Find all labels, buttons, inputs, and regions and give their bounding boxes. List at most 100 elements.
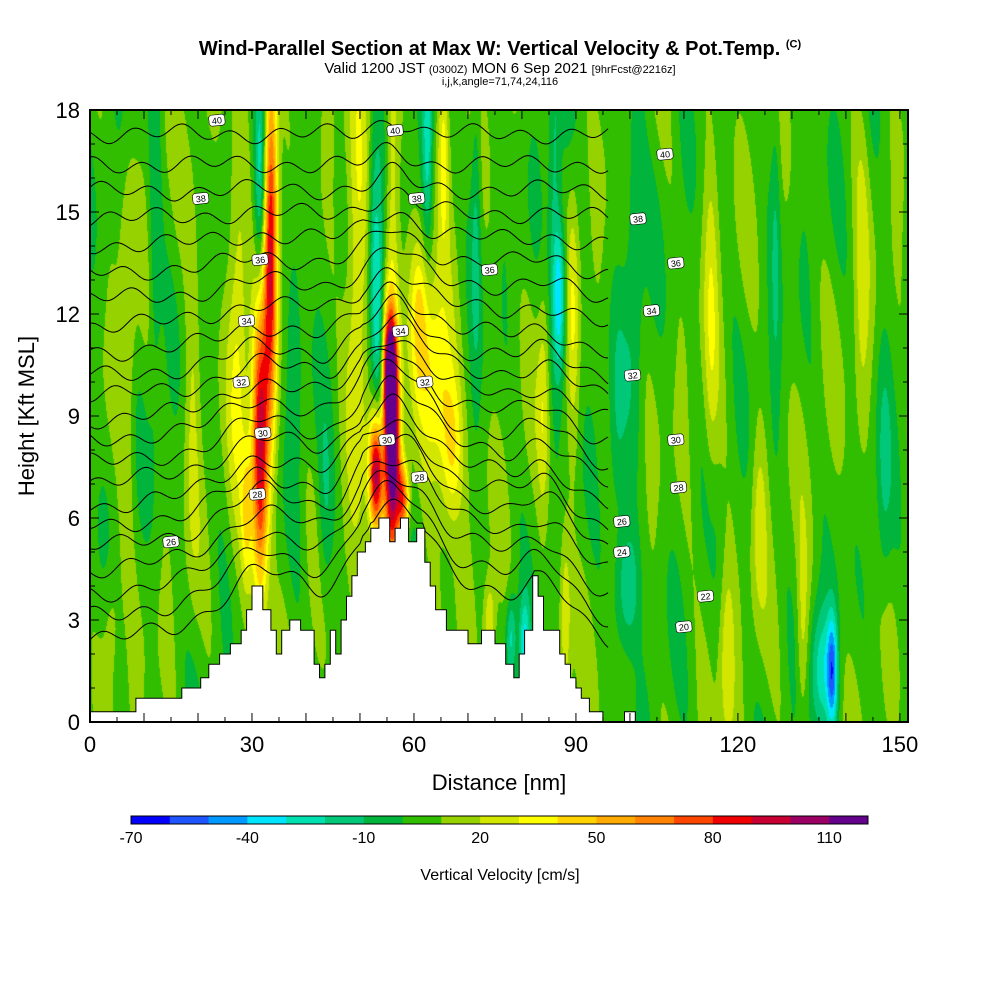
contour-label-box (613, 515, 631, 528)
contour-label-text: 34 (395, 326, 406, 337)
colorbar-tick-label: -10 (352, 830, 375, 847)
contour-label-text: 40 (660, 149, 671, 160)
theta-contour (90, 186, 609, 227)
contour-label-text: 34 (646, 306, 657, 317)
theta-contour (90, 479, 609, 628)
x-tick-label: 90 (564, 732, 588, 757)
contour-label: 38 (408, 192, 426, 205)
contour-label: 40 (386, 124, 404, 137)
y-tick-label: 18 (56, 98, 80, 123)
contour-label-text: 32 (627, 370, 638, 381)
colorbar-swatch (363, 816, 403, 824)
y-tick-label: 15 (56, 200, 80, 225)
theta-contour (90, 247, 609, 303)
contour-label-box (232, 375, 250, 389)
theta-contour (90, 120, 609, 145)
section-info: i,j,k,angle=71,74,24,116 (441, 76, 559, 88)
x-axis-label: Distance [nm] (432, 770, 567, 795)
contour-label: 40 (208, 113, 226, 127)
colorbar-swatch (480, 816, 520, 824)
y-tick-label: 12 (56, 302, 80, 327)
colorbar-swatch (131, 816, 171, 824)
contour-label-box (162, 535, 180, 549)
contour-label: 34 (238, 314, 256, 328)
x-tick-label: 30 (240, 732, 264, 757)
theta-contour (90, 393, 609, 514)
contour-label-box (251, 253, 269, 266)
theta-contour (90, 267, 609, 333)
x-tick-label: 150 (882, 732, 919, 757)
colorbar-swatch (557, 816, 597, 824)
theta-contour (90, 230, 609, 281)
colorbar: -70 -40 -10 20 50 80 110 (119, 815, 869, 847)
contour-label: 36 (667, 256, 685, 270)
contour-label: 38 (629, 212, 647, 226)
contour-label-text: 28 (673, 482, 684, 493)
contour-label-text: 40 (211, 115, 222, 126)
colorbar-swatch (635, 816, 675, 824)
y-tick-label: 9 (68, 404, 80, 429)
contour-label-text: 30 (382, 435, 393, 446)
contour-label-box (254, 426, 272, 440)
colorbar-tick-label: 110 (816, 830, 842, 847)
contour-label-box (248, 487, 266, 501)
contour-label-box (667, 433, 685, 447)
theta-contour (90, 498, 609, 648)
theta-contour (90, 470, 609, 603)
contour-label-text: 28 (414, 472, 425, 483)
colorbar-swatch (790, 816, 830, 824)
colorbar-swatch (751, 816, 791, 824)
y-axis-label: Height [Kft MSL] (14, 336, 39, 496)
contour-label-text: 22 (700, 591, 711, 602)
contour-label: 34 (642, 304, 661, 317)
colorbar-swatch (402, 816, 442, 824)
contour-label: 34 (391, 324, 410, 338)
x-tick-label: 60 (402, 732, 426, 757)
contour-label-box (613, 545, 631, 559)
contour-label: 36 (481, 263, 499, 277)
contour-label: 36 (251, 253, 269, 266)
contour-label: 38 (192, 192, 210, 205)
y-tick-label: 0 (68, 710, 80, 735)
contour-label-text: 38 (411, 193, 422, 204)
theta-contours (90, 120, 609, 648)
theta-contour (90, 340, 609, 430)
y-tick-label: 3 (68, 608, 80, 633)
contour-label-box (696, 589, 715, 603)
theta-contour (90, 312, 609, 403)
contour-label-text: 32 (419, 377, 430, 388)
x-tick-label: 120 (720, 732, 757, 757)
contour-label-box (642, 304, 661, 317)
contour-label-text: 36 (255, 255, 266, 266)
contour-label-box (192, 192, 210, 205)
theta-contour (90, 348, 609, 447)
y-tick-label: 6 (68, 506, 80, 531)
valid-time-label: Valid 1200 JST (324, 60, 425, 77)
contour-label-box (624, 368, 642, 382)
contour-label-text: 36 (484, 265, 495, 276)
forecast-info: [9hrFcst@2216z] (591, 64, 676, 76)
contour-label-text: 30 (670, 435, 681, 446)
colorbar-swatch (829, 816, 869, 824)
contour-label-text: 38 (633, 214, 644, 225)
copyright-mark: (C) (785, 38, 802, 51)
velocity-field (90, 110, 908, 722)
colorbar-tick-label: -70 (119, 830, 142, 847)
valid-date: MON 6 Sep 2021 (471, 60, 588, 77)
contour-label: 30 (667, 433, 685, 447)
theta-contour (90, 358, 609, 471)
colorbar-label: Vertical Velocity [cm/s] (420, 867, 579, 884)
contour-label: 28 (669, 481, 688, 494)
contour-label-box (238, 314, 256, 328)
colorbar-swatch (169, 816, 209, 824)
theta-contour (90, 293, 609, 385)
contour-label-box (667, 256, 685, 270)
colorbar-swatch (596, 816, 636, 824)
colorbar-swatch (441, 816, 481, 824)
contour-label: 22 (696, 589, 715, 603)
contour-label-text: 26 (616, 516, 627, 527)
contour-label-box (416, 375, 434, 389)
contour-label-text: 40 (390, 125, 401, 136)
